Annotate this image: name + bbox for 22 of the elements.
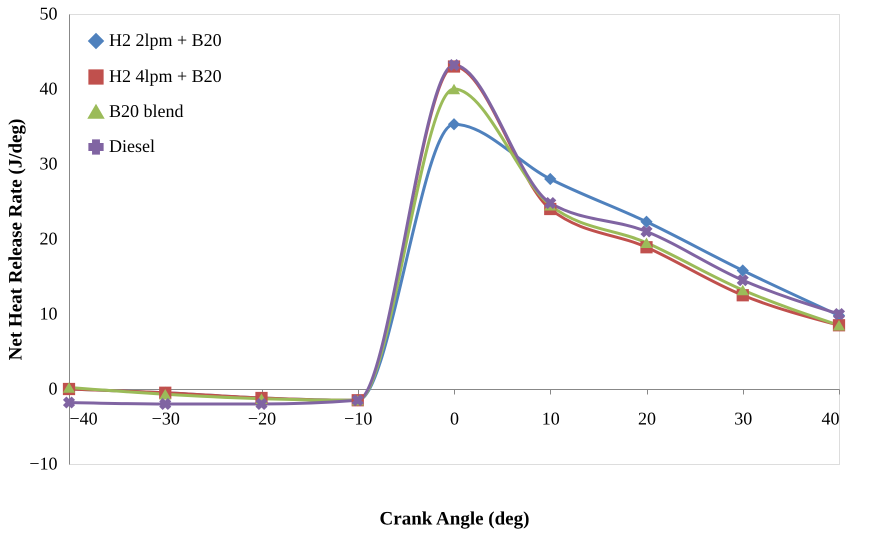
legend-label: H2 2lpm + B20 [109, 30, 222, 50]
y-axis-title: Net Heat Release Rate (J/deg) [5, 118, 26, 360]
legend-label: H2 4lpm + B20 [109, 66, 222, 86]
x-tick-label: 30 [734, 408, 752, 428]
legend-label: B20 blend [109, 101, 184, 121]
y-tick-label: 20 [40, 228, 58, 248]
x-tick-label: −40 [70, 408, 98, 428]
y-tick-label: 50 [40, 4, 58, 24]
x-tick-label: 40 [822, 408, 840, 428]
x-axis-title: Crank Angle (deg) [380, 508, 530, 530]
x-tick-label: −10 [344, 408, 372, 428]
x-tick-label: 0 [450, 408, 459, 428]
x-tick-label: 20 [638, 408, 656, 428]
x-tick-label: −30 [152, 408, 180, 428]
y-tick-label: 10 [40, 304, 58, 324]
y-tick-label: 0 [48, 378, 58, 398]
x-tick-label: 10 [542, 408, 560, 428]
y-tick-label: 30 [40, 154, 58, 174]
x-tick-label: −20 [248, 408, 276, 428]
legend-label: Diesel [109, 136, 155, 156]
y-tick-label: −10 [29, 454, 58, 474]
y-tick-label: 40 [40, 78, 58, 98]
